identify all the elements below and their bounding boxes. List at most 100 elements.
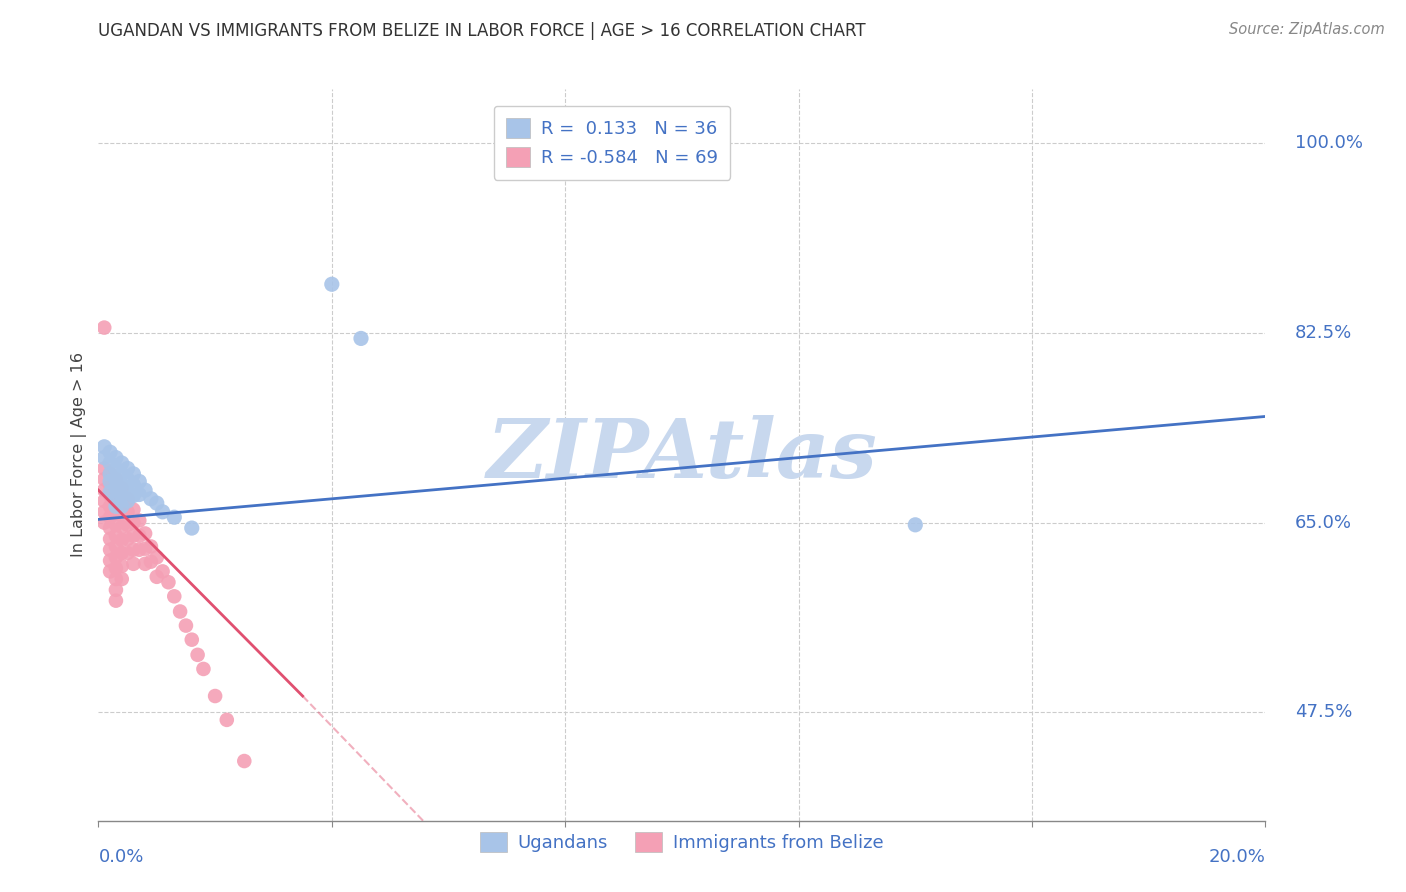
Point [274, 840, 297, 855]
Point [180, 521, 202, 535]
Point [117, 461, 139, 475]
Point [122, 529, 145, 543]
Point [98, 445, 121, 459]
Point [93, 461, 115, 475]
Point [98, 553, 121, 567]
Point [350, 331, 373, 345]
Point [180, 632, 202, 647]
Point [134, 483, 156, 497]
Point [204, 689, 226, 703]
Point [104, 483, 127, 497]
Point [98, 477, 121, 491]
Point [104, 550, 127, 565]
Point [104, 517, 127, 532]
Point [117, 505, 139, 519]
Point [104, 500, 127, 514]
Point [111, 520, 134, 534]
Point [111, 456, 134, 470]
Point [117, 472, 139, 486]
Point [904, 517, 927, 532]
Point [93, 472, 115, 486]
Point [152, 505, 174, 519]
Point [98, 542, 121, 557]
Point [111, 533, 134, 547]
Point [104, 561, 127, 575]
Point [122, 467, 145, 481]
Text: 100.0%: 100.0% [1295, 135, 1362, 153]
Point [104, 481, 127, 495]
Y-axis label: In Labor Force | Age > 16: In Labor Force | Age > 16 [72, 352, 87, 558]
Point [128, 475, 150, 489]
Point [104, 450, 127, 465]
Point [111, 546, 134, 560]
Point [98, 532, 121, 546]
Point [111, 481, 134, 495]
Point [193, 662, 215, 676]
Text: 20.0%: 20.0% [1209, 847, 1265, 866]
Point [104, 472, 127, 486]
Point [122, 542, 145, 557]
Point [98, 456, 121, 470]
Point [233, 754, 256, 768]
Point [122, 489, 145, 503]
Point [98, 467, 121, 481]
Point [146, 550, 169, 565]
Point [117, 494, 139, 508]
Point [111, 494, 134, 508]
Point [128, 529, 150, 543]
Text: ZIPAtlas: ZIPAtlas [486, 415, 877, 495]
Point [104, 507, 127, 521]
Point [98, 475, 121, 489]
Point [163, 590, 186, 604]
Point [93, 320, 115, 334]
Point [117, 546, 139, 560]
Point [134, 557, 156, 571]
Point [111, 507, 134, 521]
Point [134, 541, 156, 556]
Point [117, 532, 139, 546]
Point [117, 517, 139, 532]
Point [104, 593, 127, 607]
Point [122, 477, 145, 491]
Point [93, 505, 115, 519]
Point [128, 513, 150, 527]
Point [139, 555, 162, 569]
Point [93, 440, 115, 454]
Point [139, 491, 162, 506]
Point [111, 477, 134, 491]
Point [104, 491, 127, 506]
Point [104, 529, 127, 543]
Text: 65.0%: 65.0% [1295, 514, 1351, 532]
Point [98, 500, 121, 514]
Point [117, 491, 139, 506]
Point [321, 277, 343, 292]
Point [111, 572, 134, 586]
Point [169, 605, 191, 619]
Point [104, 540, 127, 554]
Legend: Ugandans, Immigrants from Belize: Ugandans, Immigrants from Belize [472, 825, 891, 859]
Point [146, 570, 169, 584]
Point [122, 516, 145, 530]
Point [174, 618, 197, 632]
Point [111, 500, 134, 514]
Point [104, 496, 127, 510]
Point [163, 510, 186, 524]
Point [139, 540, 162, 554]
Point [187, 648, 209, 662]
Text: 0.0%: 0.0% [98, 847, 143, 866]
Point [122, 557, 145, 571]
Point [93, 450, 115, 465]
Point [128, 542, 150, 557]
Point [93, 483, 115, 497]
Point [93, 494, 115, 508]
Point [104, 582, 127, 597]
Point [146, 496, 169, 510]
Point [93, 516, 115, 530]
Point [98, 489, 121, 503]
Point [157, 575, 180, 590]
Point [128, 487, 150, 501]
Point [215, 713, 238, 727]
Point [104, 572, 127, 586]
Point [122, 502, 145, 516]
Text: 82.5%: 82.5% [1295, 324, 1351, 342]
